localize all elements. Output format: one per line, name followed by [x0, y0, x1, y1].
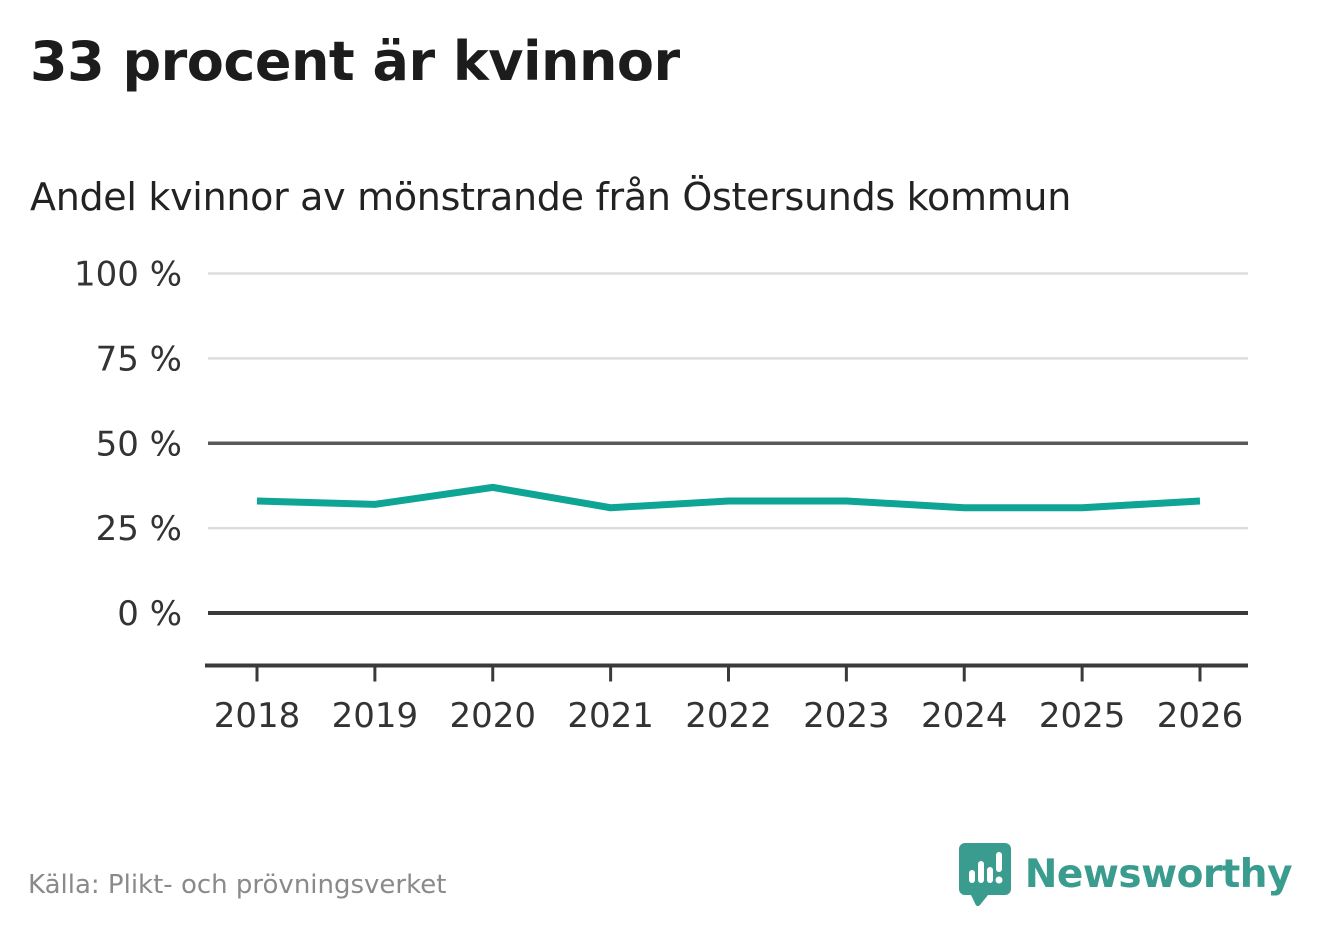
x-tick-label: 2025 [1039, 696, 1126, 736]
newsworthy-bubble-chart-icon [958, 842, 1012, 906]
y-tick-label: 0 % [117, 594, 182, 634]
x-tick-label: 2020 [449, 696, 536, 736]
series-line [256, 483, 1201, 512]
brand-wordmark: Newsworthy [1024, 851, 1293, 897]
y-tick-label: 50 % [96, 424, 182, 464]
y-tick-label: 100 % [74, 255, 182, 295]
x-tick-label: 2019 [332, 696, 419, 736]
x-tick-label: 2026 [1157, 696, 1244, 736]
source-label: Källa: Plikt- och prövningsverket [28, 870, 447, 900]
chart-subtitle: Andel kvinnor av mönstrande från Östersu… [30, 175, 1071, 219]
x-tick-label: 2024 [921, 696, 1008, 736]
x-tick-label: 2018 [214, 696, 301, 736]
x-tick-label: 2022 [685, 696, 772, 736]
brand-logo: Newsworthy [958, 842, 1293, 906]
page-title: 33 procent är kvinnor [30, 30, 680, 93]
x-tick-label: 2021 [567, 696, 654, 736]
y-tick-label: 75 % [96, 339, 182, 379]
y-tick-label: 25 % [96, 509, 182, 549]
x-tick-label: 2023 [803, 696, 890, 736]
